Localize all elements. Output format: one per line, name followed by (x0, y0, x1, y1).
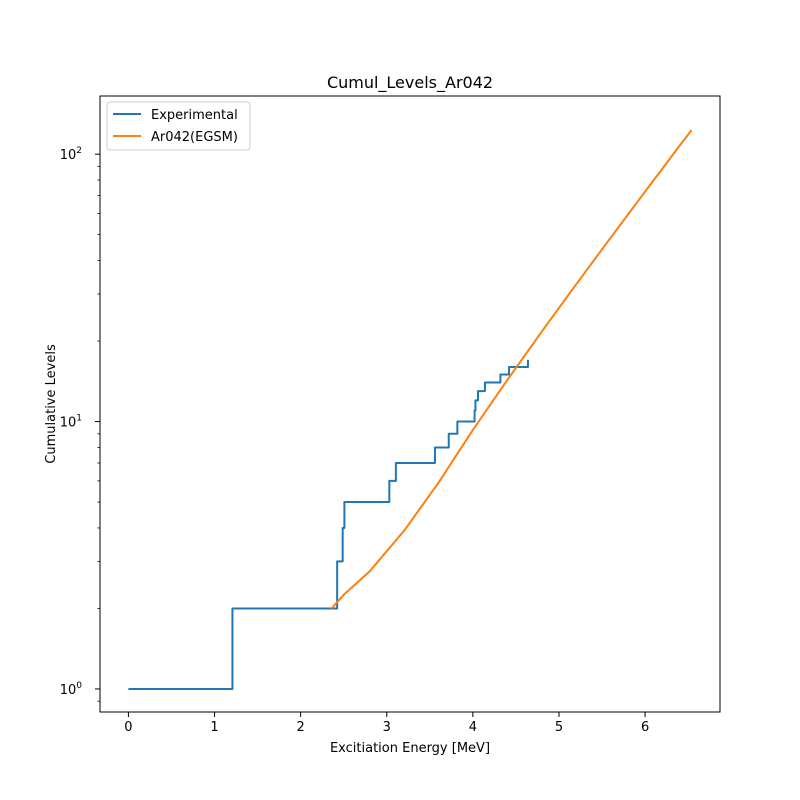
x-axis-label: Excitiation Energy [MeV] (330, 741, 490, 756)
series-line-experimental (128, 359, 529, 690)
y-axis-label: Cumulative Levels (44, 344, 59, 464)
x-tick-label: 1 (210, 720, 218, 735)
chart-title: Cumul_Levels_Ar042 (327, 73, 493, 93)
x-tick-label: 3 (383, 720, 391, 735)
legend-box (106, 101, 251, 151)
x-tick-label: 4 (469, 720, 477, 735)
y-axis: 100 101 102 (60, 146, 100, 702)
x-tick-label: 6 (641, 720, 649, 735)
y-tick-label: 101 (60, 414, 82, 431)
legend-label: Experimental (151, 108, 238, 123)
y-tick-label: 100 (60, 681, 83, 698)
y-tick-label: 102 (60, 146, 82, 163)
x-axis: 0 1 2 3 4 5 6 (124, 712, 649, 735)
legend-label: Ar042(EGSM) (151, 130, 238, 145)
series-layer (128, 129, 693, 690)
x-tick-label: 0 (124, 720, 132, 735)
x-tick-label: 5 (555, 720, 563, 735)
series-line-egsm (330, 129, 693, 610)
x-tick-label: 2 (296, 720, 304, 735)
legend: Experimental Ar042(EGSM) (106, 101, 251, 151)
plot-frame (99, 95, 721, 713)
